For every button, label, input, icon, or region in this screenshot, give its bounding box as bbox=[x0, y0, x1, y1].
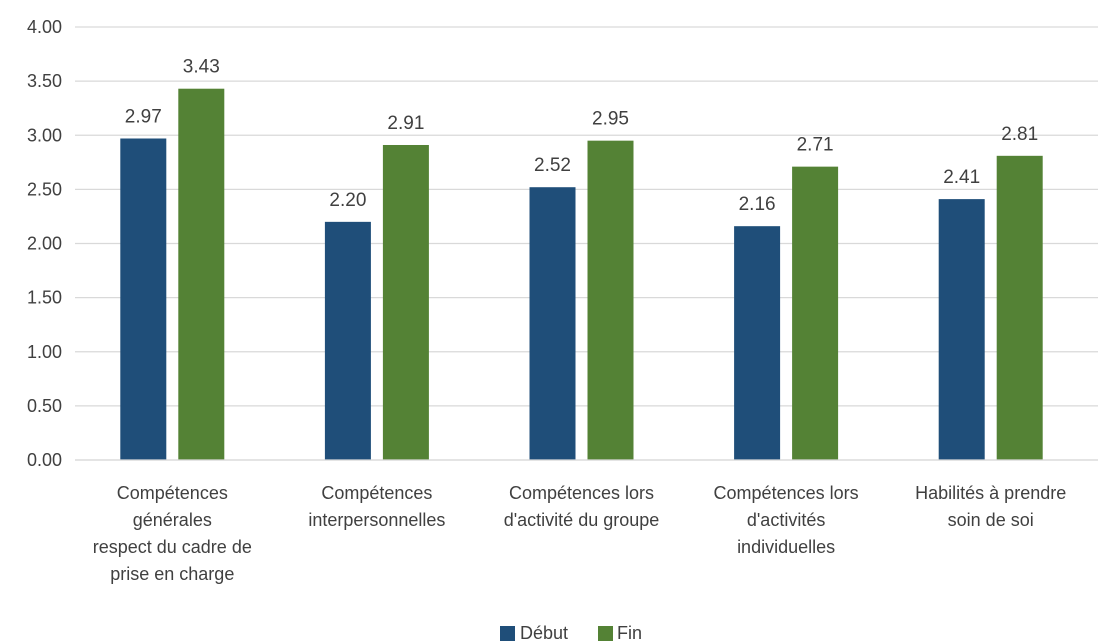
x-axis: Compétences générales respect du cadre de p… bbox=[75, 459, 1098, 584]
x-category-label: Compétences bbox=[321, 483, 432, 503]
x-category-label: Compétences lors bbox=[509, 483, 654, 503]
y-tick-label: 2.00 bbox=[27, 234, 62, 254]
bar-series-0-cat-3 bbox=[734, 226, 781, 460]
legend-swatch-debut bbox=[500, 626, 515, 641]
data-label: 2.20 bbox=[329, 190, 366, 211]
bars bbox=[120, 88, 1043, 460]
y-tick-label: 3.50 bbox=[27, 71, 62, 91]
x-category-label: soin de soi bbox=[948, 510, 1034, 530]
x-category-label: d'activité du groupe bbox=[504, 510, 660, 530]
x-category-label: générales bbox=[133, 510, 212, 530]
y-tick-label: 3.00 bbox=[27, 125, 62, 145]
y-tick-label: 2.50 bbox=[27, 179, 62, 199]
bar-series-0-cat-4 bbox=[938, 199, 985, 460]
bar-series-1-cat-1 bbox=[382, 144, 429, 460]
data-label: 3.43 bbox=[183, 57, 220, 78]
y-tick-label: 4.00 bbox=[27, 17, 62, 37]
y-tick-label: 1.50 bbox=[27, 288, 62, 308]
data-label: 2.41 bbox=[943, 167, 980, 188]
bar-series-0-cat-0 bbox=[120, 138, 167, 460]
bar-series-1-cat-3 bbox=[792, 166, 839, 460]
y-axis: 0.00 0.50 1.00 1.50 2.00 2.50 3.00 3.50 4.00 bbox=[27, 17, 62, 470]
bar-series-0-cat-2 bbox=[529, 187, 576, 460]
data-label: 2.97 bbox=[125, 106, 162, 127]
x-category-label: d'activités bbox=[747, 510, 825, 530]
x-category-label: Compétences lors bbox=[714, 483, 859, 503]
legend-label-fin: Fin bbox=[617, 623, 642, 641]
x-category-label: individuelles bbox=[737, 537, 835, 557]
y-tick-label: 0.50 bbox=[27, 396, 62, 416]
data-label: 2.52 bbox=[534, 155, 571, 176]
x-category-label: Habilités à prendre bbox=[915, 483, 1066, 503]
bar-series-0-cat-1 bbox=[324, 221, 371, 460]
gridlines bbox=[75, 26, 1098, 461]
data-label: 2.81 bbox=[1001, 124, 1038, 145]
legend-swatch-fin bbox=[598, 626, 613, 641]
x-category-label: prise en charge bbox=[110, 564, 234, 584]
data-label: 2.16 bbox=[739, 194, 776, 215]
bar-series-1-cat-4 bbox=[996, 155, 1043, 460]
data-labels: 2.97 3.43 2.20 2.91 2.52 2.95 2.16 2.71 2.41 2.81 bbox=[125, 57, 1038, 215]
data-label: 2.71 bbox=[797, 135, 834, 156]
y-tick-label: 1.00 bbox=[27, 342, 62, 362]
legend: Début Fin bbox=[500, 623, 642, 641]
x-category-label: Compétences bbox=[117, 483, 228, 503]
x-category-label: interpersonnelles bbox=[308, 510, 445, 530]
data-label: 2.95 bbox=[592, 109, 629, 130]
data-label: 2.91 bbox=[387, 113, 424, 134]
y-tick-label: 0.00 bbox=[27, 450, 62, 470]
legend-label-debut: Début bbox=[520, 623, 568, 641]
bar-series-1-cat-2 bbox=[587, 140, 634, 460]
x-category-label: respect du cadre de bbox=[93, 537, 252, 557]
bar-series-1-cat-0 bbox=[178, 88, 225, 460]
